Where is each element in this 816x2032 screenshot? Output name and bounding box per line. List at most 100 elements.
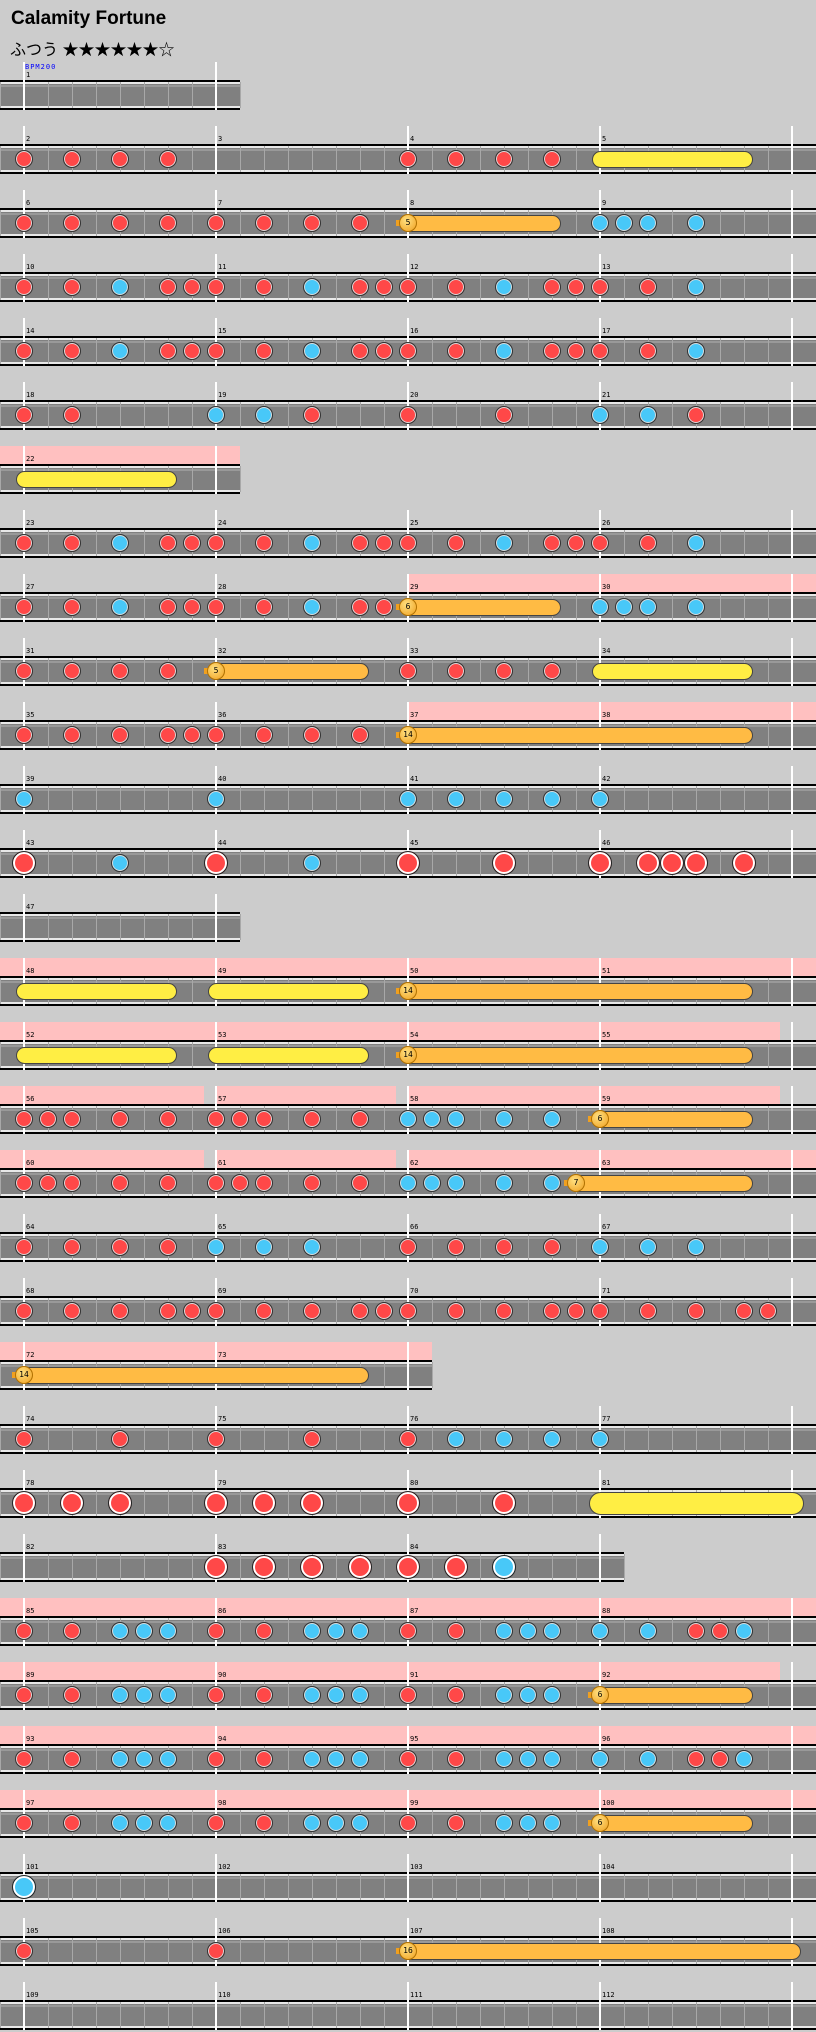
measure-number: 107 [410, 1927, 423, 1935]
beat-line [192, 82, 193, 108]
beat-line [264, 1938, 265, 1964]
beat-line [552, 402, 553, 428]
measure-number: 79 [218, 1479, 227, 1487]
measure-number: 42 [602, 775, 611, 783]
beat-line [240, 1618, 241, 1644]
big-don-note [444, 1555, 468, 1579]
don-note [15, 726, 33, 744]
don-note [447, 1686, 465, 1704]
beat-line [288, 786, 289, 812]
measure-number: 26 [602, 519, 611, 527]
barline [791, 1406, 793, 1454]
beat-line [360, 146, 361, 172]
ka-note [303, 534, 321, 552]
barline [791, 1214, 793, 1262]
don-note [159, 598, 177, 616]
beat-line [96, 1426, 97, 1452]
beat-line [696, 1874, 697, 1900]
don-note [183, 726, 201, 744]
beat-line [432, 1298, 433, 1324]
beat-line [768, 1682, 769, 1708]
beat-line [432, 1426, 433, 1452]
ka-note [543, 1814, 561, 1832]
gogo-time-band [216, 1150, 396, 1168]
don-note [447, 534, 465, 552]
beat-line [480, 1106, 481, 1132]
beat-line [288, 1682, 289, 1708]
don-note [159, 342, 177, 360]
beat-line [624, 786, 625, 812]
ka-note [639, 1750, 657, 1768]
beat-line [624, 530, 625, 556]
beat-line [192, 1490, 193, 1516]
don-note [543, 1238, 561, 1256]
beat-line [768, 1042, 769, 1068]
measure-number: 12 [410, 263, 419, 271]
beat-line [672, 786, 673, 812]
big-don-note [252, 1555, 276, 1579]
don-note [495, 150, 513, 168]
beat-line [96, 1554, 97, 1580]
beat-line [0, 1234, 1, 1260]
beat-line [192, 1106, 193, 1132]
beat-line [0, 274, 1, 300]
beat-line [432, 1874, 433, 1900]
don-note [375, 534, 393, 552]
beat-line [336, 146, 337, 172]
beat-line [240, 594, 241, 620]
don-note [255, 278, 273, 296]
beat-line [624, 1234, 625, 1260]
big-don-note [204, 1491, 228, 1515]
beat-line [432, 1682, 433, 1708]
measure-number: 14 [26, 327, 35, 335]
barline [791, 126, 793, 174]
beat-line [168, 850, 169, 876]
ka-note [639, 406, 657, 424]
beat-line [192, 978, 193, 1004]
beat-line [528, 1234, 529, 1260]
ka-note [303, 598, 321, 616]
beat-line [144, 274, 145, 300]
big-ka-note [12, 1875, 36, 1899]
measure-number: 77 [602, 1415, 611, 1423]
gogo-time-band [408, 574, 816, 592]
don-note [63, 1686, 81, 1704]
don-note [255, 342, 273, 360]
measure-number: 103 [410, 1863, 423, 1871]
barline [791, 574, 793, 622]
balloon-note [567, 1174, 753, 1192]
ka-note [399, 790, 417, 808]
beat-line [288, 2002, 289, 2028]
don-note [15, 1238, 33, 1256]
measure-number: 43 [26, 839, 35, 847]
barline [599, 1534, 601, 1582]
beat-line [648, 2002, 649, 2028]
balloon-note [591, 1110, 753, 1128]
balloon-note [207, 662, 369, 680]
beat-line [96, 82, 97, 108]
measure-number: 55 [602, 1031, 611, 1039]
measure-number: 102 [218, 1863, 231, 1871]
don-note [15, 1174, 33, 1192]
don-note [15, 1686, 33, 1704]
don-note [15, 214, 33, 232]
don-note [351, 726, 369, 744]
don-note [15, 342, 33, 360]
beat-line [288, 1170, 289, 1196]
beat-line [0, 1426, 1, 1452]
beat-line [0, 1938, 1, 1964]
barline [215, 1022, 217, 1070]
big-don-note [108, 1491, 132, 1515]
beat-line [744, 274, 745, 300]
don-note [591, 278, 609, 296]
measure-number: 1 [26, 71, 31, 79]
don-note [159, 534, 177, 552]
don-note [159, 726, 177, 744]
ka-note [111, 1750, 129, 1768]
measure-number: 33 [410, 647, 419, 655]
beat-line [0, 466, 1, 492]
beat-line [192, 914, 193, 940]
beat-line [624, 1554, 625, 1580]
big-ka-note [492, 1555, 516, 1579]
measure-number: 81 [602, 1479, 611, 1487]
